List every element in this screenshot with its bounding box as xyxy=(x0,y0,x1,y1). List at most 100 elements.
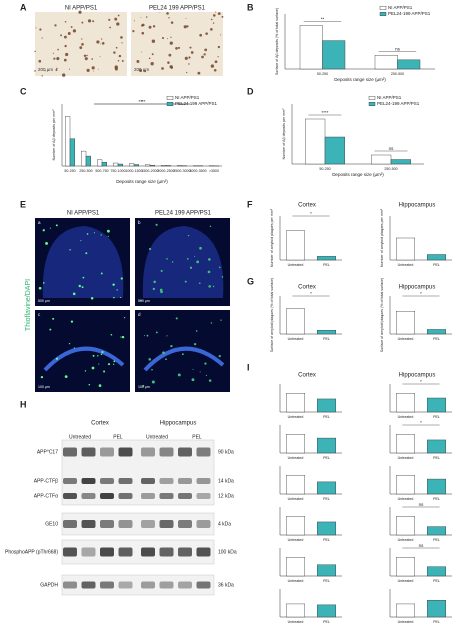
plaque-dot xyxy=(98,384,102,387)
bar xyxy=(396,475,416,495)
deposit-dot xyxy=(78,10,82,14)
x-tick-label: Untreated xyxy=(398,538,414,542)
plaque-dot xyxy=(192,368,194,370)
bar xyxy=(427,526,447,536)
deposit-dot xyxy=(86,68,90,72)
plaque-dot xyxy=(194,255,196,257)
blot-band xyxy=(100,547,114,557)
plaque-dot xyxy=(52,317,55,320)
blot-band xyxy=(141,581,155,589)
bar xyxy=(427,439,447,454)
plaque-dot xyxy=(218,266,221,269)
deposit-dot xyxy=(217,56,219,58)
kda-label: 12 kDa xyxy=(218,493,234,499)
plaque-dot xyxy=(100,272,103,275)
x-tick-label: Untreated xyxy=(398,263,414,267)
panel-title: Hippocampus xyxy=(399,203,436,209)
bar xyxy=(374,55,398,70)
bar xyxy=(427,397,447,413)
plaque-dot xyxy=(148,358,151,361)
deposit-dot xyxy=(39,28,42,31)
deposit-dot xyxy=(91,58,94,60)
brain-section xyxy=(142,226,224,298)
plaque-dot xyxy=(86,233,89,235)
bar xyxy=(317,521,337,536)
deposit-dot xyxy=(217,12,221,16)
x-tick-label: 750-1000 xyxy=(110,169,125,173)
plaque-dot xyxy=(193,342,197,346)
deposit-dot xyxy=(68,68,70,70)
condition-label: Untreated xyxy=(146,434,168,440)
deposit-dot xyxy=(169,41,173,45)
deposit-dot xyxy=(34,50,36,53)
bar xyxy=(390,159,411,165)
plaque-dot xyxy=(49,227,51,229)
x-tick-label: PEL xyxy=(323,263,330,267)
bar xyxy=(317,481,337,495)
deposit-dot xyxy=(170,66,173,69)
x-tick-label: Untreated xyxy=(288,579,304,583)
scale-bar-label: 500 µm xyxy=(38,299,50,303)
y-axis-label: Number of amyloid plaques per mm² xyxy=(380,208,384,267)
x-tick-label: PEL xyxy=(323,538,330,542)
deposit-dot xyxy=(143,70,147,73)
image-label: NI APP/PS1 xyxy=(67,211,100,217)
sub-label: c xyxy=(38,312,41,317)
plaque-dot xyxy=(120,296,122,299)
x-tick-label: Untreated xyxy=(288,620,304,624)
deposit-dot xyxy=(114,17,118,21)
legend-label: NI APP/PS1 xyxy=(388,5,413,10)
plaque-dot xyxy=(93,232,95,234)
deposit-dot xyxy=(70,26,73,28)
x-tick-label: 250-500 xyxy=(384,167,397,171)
plaque-dot xyxy=(100,353,103,356)
blot-band xyxy=(141,447,155,457)
x-tick-label: 250-500 xyxy=(391,72,404,76)
plaque-dot xyxy=(148,247,152,251)
deposit-dot xyxy=(213,68,217,72)
x-tick-label: PEL xyxy=(433,456,440,460)
bar xyxy=(101,162,108,167)
panel-letter: E xyxy=(20,199,26,209)
blot-band xyxy=(159,478,174,484)
blot-band xyxy=(178,478,192,484)
protein-label: PhosphoAPP (pThr668) xyxy=(5,549,58,555)
plaque-dot xyxy=(112,283,115,286)
bar xyxy=(396,311,416,335)
bar xyxy=(396,393,416,413)
plaque-dot xyxy=(160,269,163,272)
plaque-dot xyxy=(49,328,52,331)
deposit-dot xyxy=(93,70,95,72)
region-label: Cortex xyxy=(91,421,109,427)
blot-band xyxy=(100,581,114,589)
deposit-dot xyxy=(215,11,217,13)
bar xyxy=(286,308,306,335)
deposit-dot xyxy=(86,54,88,57)
deposit-dot xyxy=(217,45,221,49)
bar xyxy=(286,393,306,413)
deposit-dot xyxy=(114,65,118,69)
plaque-dot xyxy=(98,363,100,365)
deposit-dot xyxy=(44,70,46,72)
blot-band xyxy=(118,547,133,557)
image-label: PEL24 199 APP/PS1 xyxy=(155,211,212,217)
deposit-dot xyxy=(152,25,156,28)
deposit-dot xyxy=(188,63,190,65)
bar xyxy=(397,59,421,70)
deposit-dot xyxy=(167,61,170,64)
deposit-dot xyxy=(197,71,201,75)
blot-band xyxy=(196,581,211,589)
bar xyxy=(371,154,392,165)
bar xyxy=(396,516,416,536)
deposit-dot xyxy=(60,34,63,37)
blot-band xyxy=(159,520,174,528)
x-tick-label: Untreated xyxy=(398,337,414,341)
deposit-dot xyxy=(212,22,215,24)
image-label: NI APP/PS1 xyxy=(65,6,98,12)
x-tick-label: 1000-1500 xyxy=(125,169,142,173)
significance-label: * xyxy=(141,99,143,104)
scale-bar-label: 100 µm xyxy=(38,385,50,389)
bar xyxy=(427,329,447,335)
deposit-dot xyxy=(84,57,88,61)
deposit-dot xyxy=(87,19,92,23)
